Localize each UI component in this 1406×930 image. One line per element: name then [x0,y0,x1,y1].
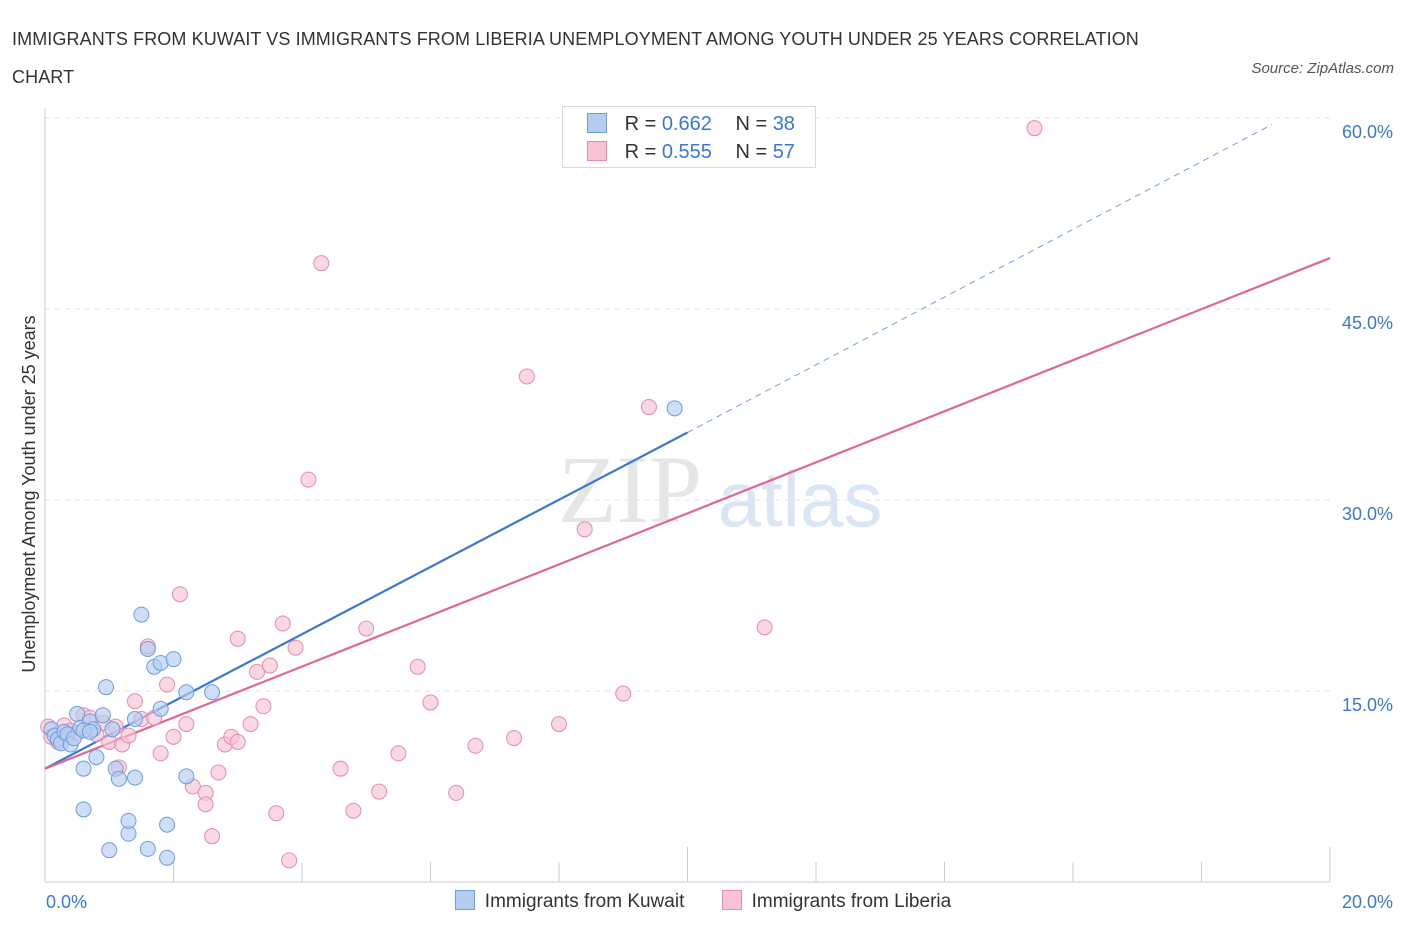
kuwait-point [139,640,156,657]
legend-row-kuwait: R = 0.662 N = 38 [587,113,795,137]
liberia-point [255,698,272,715]
legend-item-liberia: Immigrants from Liberia [721,890,952,913]
liberia-point [242,716,259,733]
liberia-point [274,615,291,632]
series-legend: Immigrants from Kuwait Immigrants from L… [0,890,1406,913]
source-label: Source: ZipAtlas.com [1251,60,1394,77]
y-tick-label: 15.0% [1342,695,1393,715]
kuwait-point [75,801,92,818]
kuwait-n-value: 38 [772,113,795,135]
liberia-point [268,805,285,822]
kuwait-point [152,700,169,717]
kuwait-point [104,721,121,738]
liberia-point [229,630,246,647]
liberia-point [615,685,632,702]
n-label: N = [735,141,768,163]
kuwait-point [98,679,115,696]
kuwait-point [204,684,221,701]
liberia-point [409,658,426,675]
x-tick-label: 0.0% [46,892,87,912]
y-tick-label: 30.0% [1342,504,1393,524]
legend-row-liberia: R = 0.555 N = 57 [587,141,795,165]
kuwait-point [88,749,105,766]
kuwait-point [94,707,111,724]
kuwait-point [101,842,118,859]
liberia-point [1026,120,1043,137]
kuwait-point [133,606,150,623]
liberia-point [422,694,439,711]
liberia-point [640,399,657,416]
liberia-point [467,737,484,754]
kuwait-legend-swatch [454,890,475,910]
kuwait-point [126,769,143,786]
axes [44,108,1331,883]
liberia-point [345,802,362,819]
liberia-legend-swatch [721,890,742,910]
liberia-point [332,760,349,777]
liberia-point [249,663,266,680]
liberia-point [120,727,137,744]
liberia-point [551,716,567,733]
kuwait-point [159,816,176,833]
kuwait-swatch [587,113,607,133]
tick-labels: 15.0% 30.0% 45.0% 60.0% 0.0% 20.0% [46,122,1393,912]
liberia-legend-label: Immigrants from Liberia [751,891,952,912]
liberia-n-value: 57 [772,141,795,163]
grid-lines [45,117,1330,692]
kuwait-point [81,723,98,740]
watermark: ZIP atlas [558,436,882,543]
liberia-point [756,619,773,636]
correlation-legend: R = 0.662 N = 38 R = 0.555 N = 57 [562,106,816,168]
liberia-point [197,796,214,813]
liberia-point [178,716,195,733]
r-label: R = [624,141,657,163]
liberia-point [159,676,176,693]
liberia-point [390,745,407,762]
kuwait-point [139,840,156,857]
kuwait-point [110,770,127,787]
kuwait-point [159,849,176,866]
liberia-point [126,693,143,710]
liberia-point [281,852,298,869]
liberia-r-value: 0.555 [661,141,712,163]
liberia-point [506,730,523,747]
y-tick-label: 60.0% [1342,122,1393,142]
kuwait-point [178,684,195,701]
legend-item-kuwait: Immigrants from Kuwait [454,890,685,913]
y-tick-label: 45.0% [1342,313,1393,333]
kuwait-r-value: 0.662 [661,113,712,135]
liberia-point [261,657,278,674]
kuwait-legend-label: Immigrants from Kuwait [484,891,685,912]
kuwait-point [75,760,92,777]
liberia-swatch [587,141,607,161]
kuwait-point [165,651,182,668]
r-label: R = [624,113,657,135]
liberia-point [204,828,221,845]
n-label: N = [735,113,768,135]
liberia-point [576,521,593,538]
x-tick-label: 20.0% [1342,892,1393,912]
kuwait-point [178,768,195,785]
kuwait-trend-extension [687,123,1273,433]
kuwait-point [666,400,683,417]
liberia-point [229,733,246,750]
liberia-point [518,368,535,385]
liberia-point [448,784,465,801]
liberia-point [313,255,330,272]
kuwait-point [126,711,143,728]
liberia-point [300,471,317,488]
liberia-point [287,639,304,656]
liberia-point [210,764,227,781]
data-points [40,120,1043,869]
liberia-point [165,728,182,745]
liberia-point [171,586,188,603]
liberia-trend-line [44,257,1331,770]
liberia-point [152,745,169,762]
y-axis-label: Unemployment Among Youth under 25 years [19,315,39,672]
chart-title: IMMIGRANTS FROM KUWAIT VS IMMIGRANTS FRO… [12,29,1139,87]
liberia-point [358,620,375,637]
kuwait-point [120,812,137,829]
liberia-point [371,783,388,800]
